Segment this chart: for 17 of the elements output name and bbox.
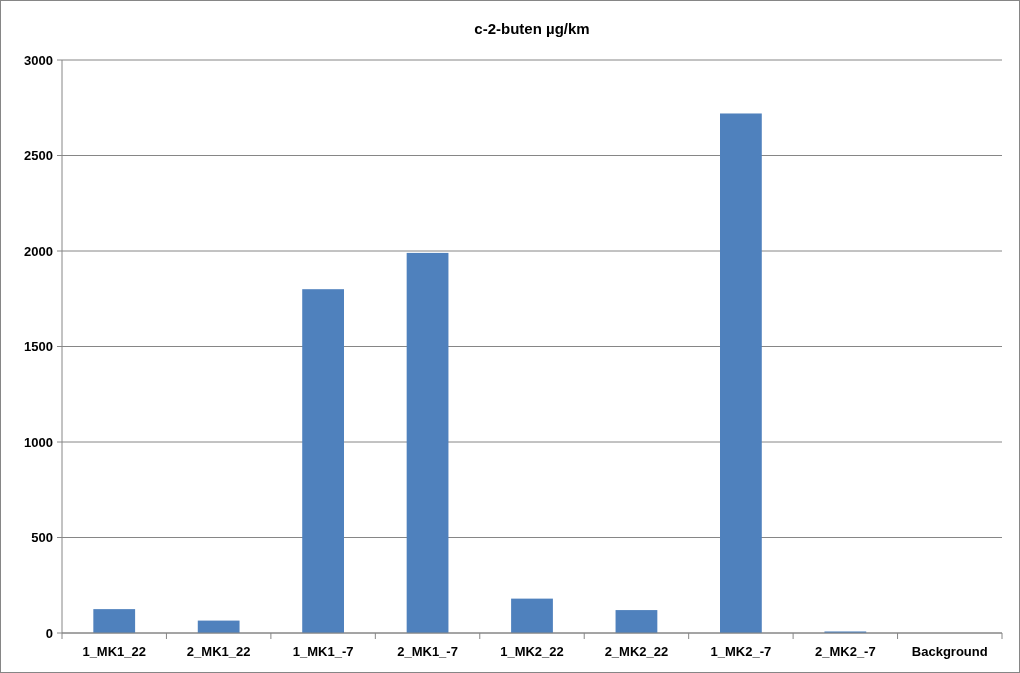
x-tick-label: 2_MK2_-7 [814,644,876,659]
x-tick-label: 2_MK2_22 [604,644,669,659]
y-tick-label: 1500 [24,339,53,355]
x-tick-label: 1_MK2_22 [500,644,564,659]
chart-title: c-2-buten µg/km [474,20,590,37]
x-tick-label: 1_MK2_-7 [710,644,772,659]
y-tick-label: 2000 [24,243,53,259]
x-tick-label: 1_MK1_22 [82,644,147,659]
y-tick-label: 500 [31,530,53,546]
x-tick-label: 1_MK1_-7 [292,644,354,659]
y-tick-label: 3000 [24,52,53,68]
y-tick-label: 1000 [24,434,53,450]
x-tick-label: 2_MK1_-7 [397,644,458,659]
y-tick-label: 2500 [24,148,53,164]
y-tick-label: 0 [45,625,53,641]
x-tick-label: 2_MK1_22 [186,644,251,659]
x-tick-label: Background [911,644,988,659]
